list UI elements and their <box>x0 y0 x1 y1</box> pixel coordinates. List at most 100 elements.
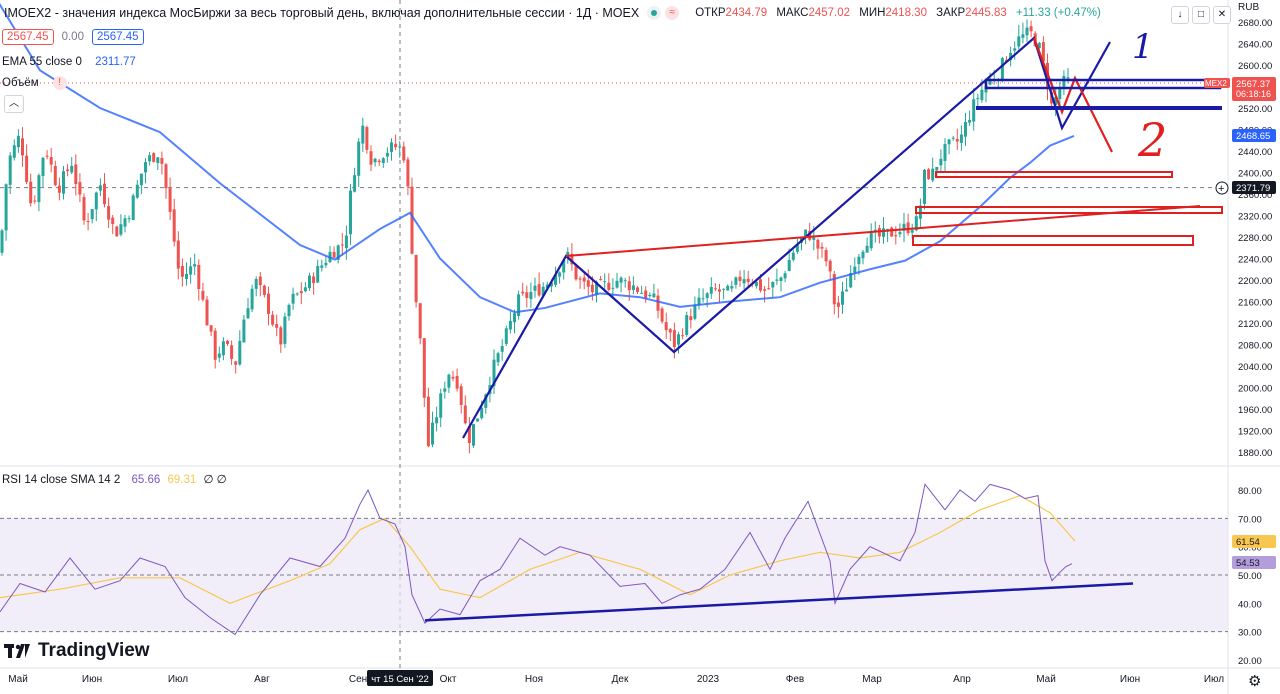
delayed-data-icon[interactable]: ≈ <box>665 6 680 20</box>
candle-body <box>689 316 693 321</box>
candle-body <box>41 157 45 176</box>
symbol-title[interactable]: IMOEX2 - значения индекса МосБиржи за ве… <box>4 6 640 20</box>
candle-body <box>619 277 623 283</box>
candle-body <box>500 345 504 352</box>
sell-button[interactable]: 2567.45 <box>2 29 54 45</box>
candle-body <box>672 330 676 347</box>
time-tick-label: Июл <box>168 674 188 685</box>
price-tick-label: 2600.00 <box>1238 61 1272 72</box>
candle-body <box>1000 58 1004 81</box>
time-tick-label: Май <box>8 674 28 685</box>
candle-body <box>422 338 426 398</box>
candle-body <box>898 232 902 235</box>
time-tick-label: Дек <box>612 674 629 685</box>
candle-body <box>230 345 234 359</box>
candle-body <box>439 393 443 418</box>
candle-body <box>197 264 201 290</box>
candle-body <box>791 252 795 260</box>
candle-body <box>525 292 529 298</box>
add-alert-icon <box>1215 181 1229 195</box>
candle-body <box>385 152 389 157</box>
price-tick-label: 2640.00 <box>1238 40 1272 51</box>
time-tick-label: Мар <box>862 674 882 685</box>
time-tick-label: Июн <box>82 674 102 685</box>
candle-body <box>287 304 291 317</box>
maximize-icon[interactable]: □ <box>1192 6 1210 24</box>
rsi-legend[interactable]: RSI 14 close SMA 14 2 65.66 69.31 ∅ ∅ <box>2 472 227 486</box>
price-tick-label: 2400.00 <box>1238 169 1272 180</box>
candle-body <box>131 195 135 221</box>
candle-body <box>0 230 4 253</box>
candle-body <box>12 145 16 158</box>
candle-body <box>533 285 537 291</box>
time-tick-label: Окт <box>440 674 457 685</box>
candle-body <box>754 281 758 287</box>
candle-body <box>726 285 730 291</box>
candle-body <box>390 142 393 152</box>
candle-body <box>135 184 139 198</box>
price-tick-label: 2280.00 <box>1238 233 1272 244</box>
ema-legend[interactable]: EMA 55 close 0 2311.77 <box>2 56 136 68</box>
ema-value: 2311.77 <box>95 56 136 68</box>
rsi-value-badge: 54.53 <box>1236 558 1260 569</box>
candle-body <box>189 266 193 275</box>
candle-body <box>1025 27 1029 36</box>
candle-body <box>234 361 238 365</box>
candle-body <box>828 260 832 272</box>
gear-icon[interactable]: ⚙ <box>1248 673 1262 690</box>
crosshair-price-badge: 2371.79 <box>1236 183 1270 194</box>
candle-body <box>217 353 221 358</box>
candle-body <box>258 276 262 286</box>
candle-body <box>705 293 709 299</box>
candle-body <box>1013 48 1017 51</box>
rsi-tick-label: 20.00 <box>1238 656 1262 667</box>
buy-button[interactable]: 2567.45 <box>91 29 144 45</box>
plus-icon: + <box>1218 183 1224 195</box>
candle-body <box>180 265 184 277</box>
candle-body <box>127 218 131 220</box>
candle-body <box>156 157 160 163</box>
candle-body <box>890 227 894 237</box>
candle-body <box>443 388 447 392</box>
candle-body <box>299 291 303 294</box>
candle-body <box>254 278 258 289</box>
rsi-trendline <box>424 582 1134 622</box>
candle-body <box>554 274 557 285</box>
candle-body <box>685 315 689 335</box>
candle-body <box>894 235 898 237</box>
volume-legend[interactable]: Объём ! <box>2 76 67 90</box>
candle-body <box>213 330 217 360</box>
candle-body <box>677 334 680 345</box>
ema55-line <box>0 3 1075 314</box>
candle-body <box>308 275 311 289</box>
candle-body <box>25 155 29 182</box>
close-icon[interactable]: ✕ <box>1213 6 1231 24</box>
candle-body <box>53 166 57 186</box>
axes: 2680.002640.002600.002560.002520.002480.… <box>8 18 1272 685</box>
candle-body <box>738 276 742 281</box>
warning-icon[interactable]: ! <box>52 76 67 90</box>
candle-body <box>529 292 533 300</box>
tradingview-logo[interactable]: TradingView <box>4 640 150 662</box>
arrow-down-icon[interactable]: ↓ <box>1171 6 1189 24</box>
candle-body <box>664 322 668 331</box>
candle-body <box>959 134 963 143</box>
price-tick-label: 2200.00 <box>1238 276 1272 287</box>
candle-body <box>906 222 910 234</box>
candle-body <box>361 125 365 144</box>
candle-body <box>513 313 516 323</box>
red-trendline <box>565 205 1201 257</box>
candle-body <box>980 89 984 101</box>
candle-body <box>119 224 123 235</box>
candle-body <box>927 169 931 180</box>
candle-body <box>693 304 697 319</box>
collapse-legend-chevron-icon[interactable]: ︿ <box>4 95 24 113</box>
rsi-band <box>0 517 1228 633</box>
candle-body <box>1054 96 1058 106</box>
candle-body <box>111 217 115 225</box>
symbol-tag-bg <box>1204 78 1230 88</box>
currency-label[interactable]: RUB <box>1238 2 1260 13</box>
rsi-tick-label: 60.00 <box>1238 543 1262 554</box>
